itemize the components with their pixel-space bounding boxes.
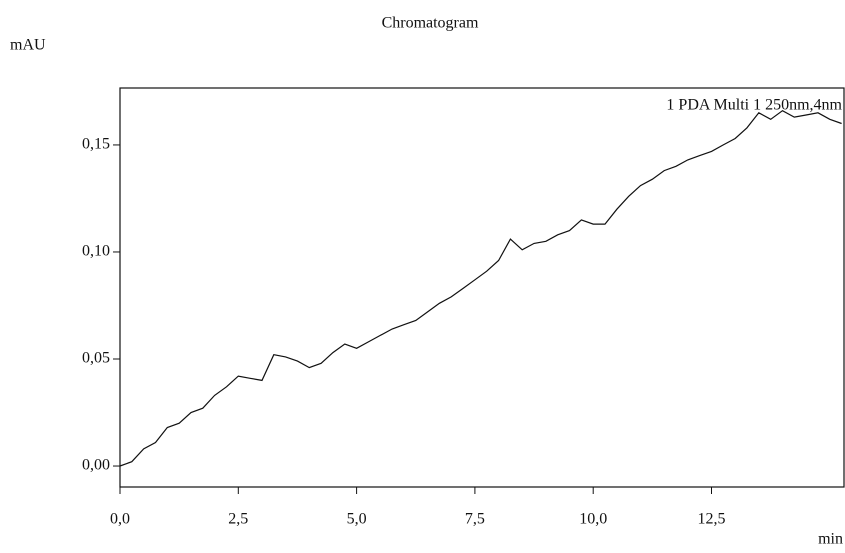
y-axis-label: mAU — [10, 37, 46, 54]
series-line — [119, 109, 842, 467]
x-tick-label: 2,5 — [228, 511, 248, 528]
x-tick-label: 10,0 — [579, 511, 607, 528]
x-axis-label: min — [818, 531, 843, 548]
plot-frame — [119, 87, 845, 488]
y-tick-label: 0,00 — [82, 457, 110, 474]
y-tick-label: 0,10 — [82, 243, 110, 260]
y-tick-label: 0,15 — [82, 136, 110, 153]
chart-title: Chromatogram — [382, 15, 479, 32]
y-tick-label: 0,05 — [82, 350, 110, 367]
x-tick-label: 7,5 — [465, 511, 485, 528]
legend-label: 1 PDA Multi 1 250nm,4nm — [666, 97, 842, 114]
x-tick-label: 12,5 — [698, 511, 726, 528]
x-tick-label: 5,0 — [347, 511, 367, 528]
x-tick-label: 0,0 — [110, 511, 130, 528]
